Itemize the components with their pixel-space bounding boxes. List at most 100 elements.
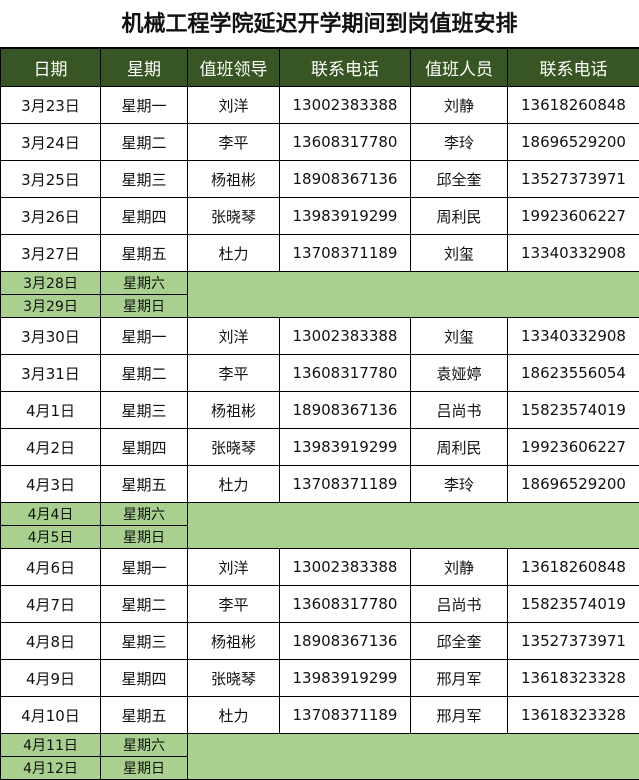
leader-phone-cell: 13608317780 bbox=[280, 586, 411, 623]
staff-cell: 袁娅婷 bbox=[411, 355, 508, 392]
leader-phone-cell: 13983919299 bbox=[280, 660, 411, 697]
staff-cell: 刘玺 bbox=[411, 235, 508, 272]
leader-cell: 刘洋 bbox=[188, 549, 280, 586]
staff-phone-cell: 18696529200 bbox=[508, 466, 639, 503]
leader-phone-cell: 13608317780 bbox=[280, 355, 411, 392]
weekday-cell: 星期五 bbox=[101, 466, 188, 503]
leader-phone-cell: 13002383388 bbox=[280, 87, 411, 124]
staff-phone-cell: 13527373971 bbox=[508, 623, 639, 660]
date-cell: 3月27日 bbox=[1, 235, 101, 272]
leader-cell: 杜力 bbox=[188, 697, 280, 734]
weekend-row: 4月11日星期六 bbox=[1, 734, 639, 757]
weekday-cell: 星期六 bbox=[101, 503, 188, 526]
leader-cell: 张晓琴 bbox=[188, 660, 280, 697]
date-cell: 4月12日 bbox=[1, 757, 101, 780]
date-cell: 4月6日 bbox=[1, 549, 101, 586]
weekday-cell: 星期日 bbox=[101, 757, 188, 780]
date-cell: 3月25日 bbox=[1, 161, 101, 198]
staff-cell: 刘玺 bbox=[411, 318, 508, 355]
leader-phone-cell: 13708371189 bbox=[280, 235, 411, 272]
staff-cell: 邢月军 bbox=[411, 660, 508, 697]
weekday-cell: 星期四 bbox=[101, 429, 188, 466]
header-leader: 值班领导 bbox=[188, 49, 280, 87]
header-row: 日期 星期 值班领导 联系电话 值班人员 联系电话 bbox=[1, 49, 639, 87]
staff-cell: 周利民 bbox=[411, 429, 508, 466]
leader-phone-cell: 18908367136 bbox=[280, 392, 411, 429]
staff-phone-cell: 18623556054 bbox=[508, 355, 639, 392]
staff-phone-cell: 13340332908 bbox=[508, 318, 639, 355]
leader-cell: 张晓琴 bbox=[188, 198, 280, 235]
weekend-empty-cell bbox=[188, 503, 639, 549]
date-cell: 4月4日 bbox=[1, 503, 101, 526]
weekday-cell: 星期四 bbox=[101, 660, 188, 697]
leader-phone-cell: 13708371189 bbox=[280, 466, 411, 503]
weekday-cell: 星期六 bbox=[101, 272, 188, 295]
staff-phone-cell: 19923606227 bbox=[508, 198, 639, 235]
date-cell: 4月10日 bbox=[1, 697, 101, 734]
staff-phone-cell: 13618260848 bbox=[508, 549, 639, 586]
leader-cell: 李平 bbox=[188, 355, 280, 392]
page-title: 机械工程学院延迟开学期间到岗值班安排 bbox=[0, 0, 639, 48]
staff-phone-cell: 15823574019 bbox=[508, 392, 639, 429]
leader-cell: 杜力 bbox=[188, 466, 280, 503]
leader-cell: 李平 bbox=[188, 124, 280, 161]
weekday-cell: 星期日 bbox=[101, 295, 188, 318]
leader-cell: 杨祖彬 bbox=[188, 623, 280, 660]
staff-phone-cell: 19923606227 bbox=[508, 429, 639, 466]
date-cell: 4月9日 bbox=[1, 660, 101, 697]
leader-cell: 杨祖彬 bbox=[188, 392, 280, 429]
leader-cell: 刘洋 bbox=[188, 318, 280, 355]
staff-phone-cell: 15823574019 bbox=[508, 586, 639, 623]
weekday-cell: 星期六 bbox=[101, 734, 188, 757]
leader-cell: 李平 bbox=[188, 586, 280, 623]
date-cell: 4月3日 bbox=[1, 466, 101, 503]
weekday-cell: 星期三 bbox=[101, 161, 188, 198]
leader-cell: 刘洋 bbox=[188, 87, 280, 124]
weekday-cell: 星期日 bbox=[101, 526, 188, 549]
leader-cell: 张晓琴 bbox=[188, 429, 280, 466]
staff-phone-cell: 13340332908 bbox=[508, 235, 639, 272]
date-cell: 3月29日 bbox=[1, 295, 101, 318]
date-cell: 4月2日 bbox=[1, 429, 101, 466]
header-staff: 值班人员 bbox=[411, 49, 508, 87]
weekday-cell: 星期三 bbox=[101, 392, 188, 429]
date-cell: 3月23日 bbox=[1, 87, 101, 124]
header-date: 日期 bbox=[1, 49, 101, 87]
leader-cell: 杨祖彬 bbox=[188, 161, 280, 198]
staff-cell: 李玲 bbox=[411, 124, 508, 161]
staff-cell: 刘静 bbox=[411, 87, 508, 124]
weekend-row: 4月4日星期六 bbox=[1, 503, 639, 526]
weekday-cell: 星期一 bbox=[101, 549, 188, 586]
date-cell: 3月26日 bbox=[1, 198, 101, 235]
weekday-cell: 星期四 bbox=[101, 198, 188, 235]
staff-cell: 吕尚书 bbox=[411, 586, 508, 623]
leader-phone-cell: 13983919299 bbox=[280, 429, 411, 466]
staff-cell: 邢月军 bbox=[411, 697, 508, 734]
leader-phone-cell: 13002383388 bbox=[280, 549, 411, 586]
date-cell: 3月28日 bbox=[1, 272, 101, 295]
weekday-cell: 星期一 bbox=[101, 87, 188, 124]
staff-phone-cell: 13618323328 bbox=[508, 660, 639, 697]
date-cell: 3月24日 bbox=[1, 124, 101, 161]
staff-phone-cell: 18696529200 bbox=[508, 124, 639, 161]
leader-phone-cell: 18908367136 bbox=[280, 623, 411, 660]
header-staff-phone: 联系电话 bbox=[508, 49, 639, 87]
header-weekday: 星期 bbox=[101, 49, 188, 87]
weekday-cell: 星期三 bbox=[101, 623, 188, 660]
date-cell: 3月30日 bbox=[1, 318, 101, 355]
leader-phone-cell: 13983919299 bbox=[280, 198, 411, 235]
